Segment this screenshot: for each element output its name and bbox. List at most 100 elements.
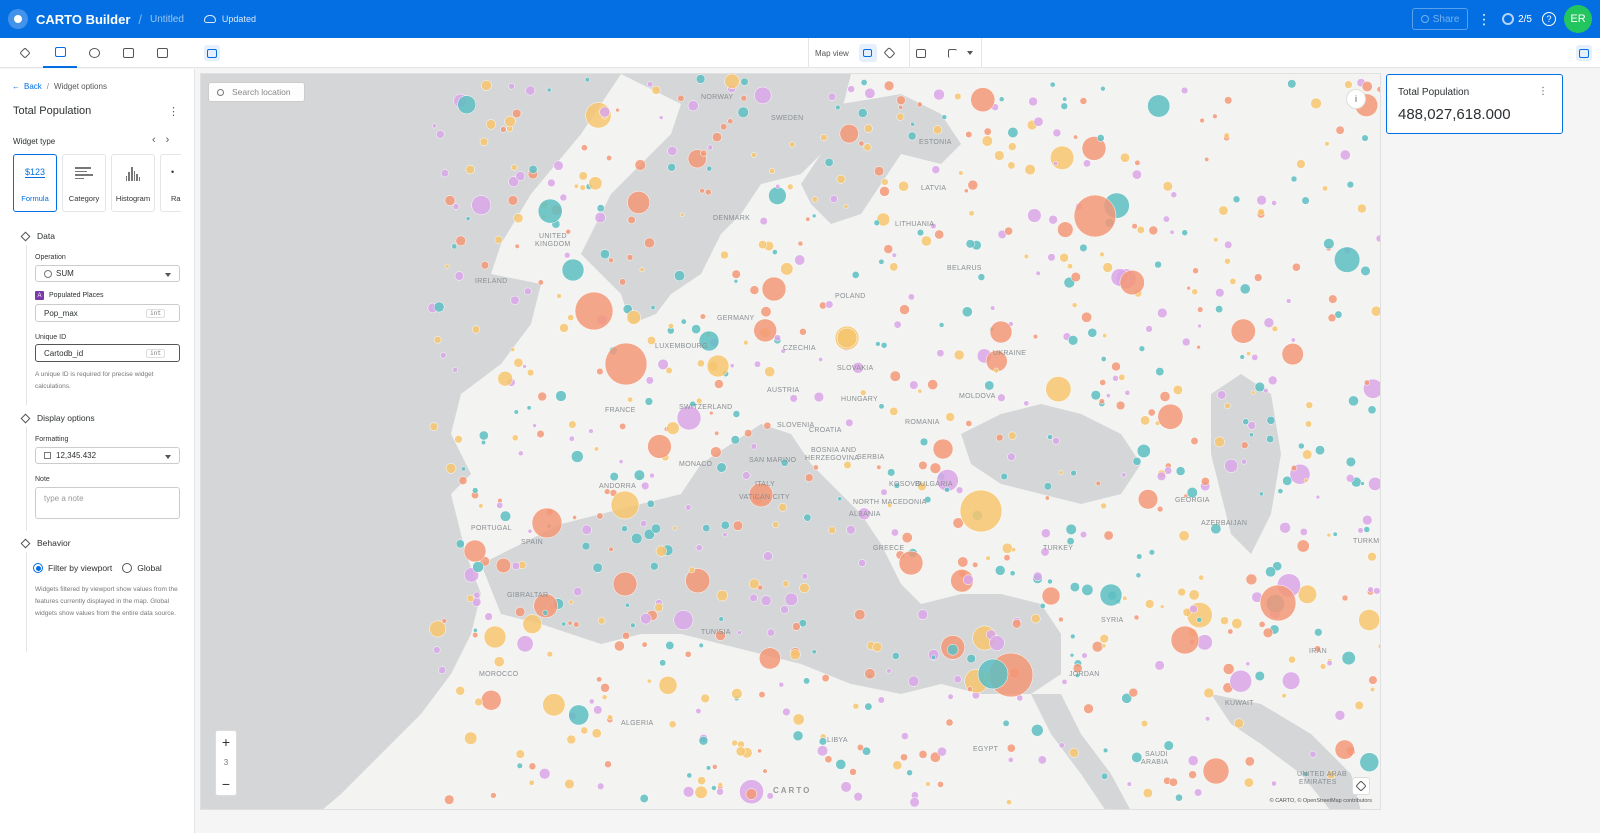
population-point[interactable] [1147, 408, 1156, 417]
population-point[interactable] [685, 504, 692, 511]
population-point[interactable] [594, 446, 599, 452]
widget-type-category[interactable]: Category [62, 154, 106, 212]
population-point[interactable] [907, 131, 917, 141]
population-point[interactable] [766, 792, 774, 800]
population-point[interactable] [896, 95, 906, 106]
population-point[interactable] [1214, 436, 1225, 448]
population-point[interactable] [1198, 574, 1205, 581]
population-point[interactable] [559, 193, 568, 202]
population-point[interactable] [679, 212, 685, 217]
population-point[interactable] [522, 364, 527, 369]
population-point[interactable] [858, 559, 866, 567]
view-3d-button[interactable] [881, 44, 899, 62]
population-point[interactable] [1266, 415, 1276, 425]
population-point[interactable] [715, 630, 726, 641]
population-point[interactable] [953, 349, 965, 361]
population-point[interactable] [1271, 325, 1279, 332]
population-point[interactable] [1339, 149, 1351, 161]
global-radio[interactable] [122, 563, 133, 573]
population-point[interactable] [846, 525, 856, 535]
population-point[interactable] [778, 502, 788, 512]
population-point[interactable] [727, 118, 734, 125]
population-point[interactable] [1357, 527, 1364, 534]
widget-type-range[interactable]: • Ra [160, 154, 181, 212]
population-point[interactable] [471, 325, 480, 334]
chevron-left-icon[interactable]: ‹ [152, 134, 156, 146]
formatting-select[interactable]: 12,345.432 [35, 447, 180, 464]
population-point[interactable] [919, 437, 929, 447]
population-point[interactable] [697, 359, 705, 368]
population-point[interactable] [1180, 86, 1189, 95]
population-point[interactable] [627, 191, 651, 214]
population-point[interactable] [1145, 325, 1153, 333]
population-point[interactable] [1344, 80, 1353, 89]
population-point[interactable] [515, 171, 526, 181]
user-avatar[interactable]: ER [1564, 5, 1592, 33]
population-point[interactable] [1148, 225, 1159, 236]
population-point[interactable] [1233, 718, 1244, 729]
population-point[interactable] [510, 295, 520, 305]
population-point[interactable] [688, 566, 696, 574]
population-point[interactable] [890, 528, 899, 537]
population-point[interactable] [597, 782, 605, 790]
population-point[interactable] [599, 249, 610, 260]
population-point[interactable] [863, 124, 873, 133]
population-point[interactable] [757, 748, 762, 754]
population-point[interactable] [874, 166, 885, 177]
population-point[interactable] [1296, 159, 1306, 169]
population-point[interactable] [1147, 94, 1171, 118]
population-point[interactable] [647, 81, 654, 88]
population-point-large[interactable] [604, 342, 648, 386]
population-point[interactable] [924, 496, 932, 504]
population-point[interactable] [493, 656, 505, 668]
population-point[interactable] [454, 435, 463, 444]
population-point[interactable] [1267, 375, 1278, 386]
population-point[interactable] [1361, 81, 1373, 92]
population-point[interactable] [803, 677, 811, 685]
population-point[interactable] [989, 635, 1005, 651]
population-point[interactable] [1181, 229, 1188, 236]
population-point[interactable] [444, 794, 455, 805]
population-point[interactable] [1222, 663, 1235, 675]
population-point[interactable] [429, 620, 447, 638]
population-point[interactable] [581, 541, 591, 551]
population-point[interactable] [546, 650, 553, 658]
population-point[interactable] [1220, 616, 1229, 626]
population-point[interactable] [665, 641, 675, 650]
population-point[interactable] [695, 544, 703, 552]
population-point[interactable] [581, 524, 592, 535]
population-point[interactable] [1136, 553, 1143, 560]
population-point[interactable] [1134, 159, 1141, 166]
population-point[interactable] [695, 74, 706, 84]
population-point[interactable] [1326, 770, 1336, 780]
population-point[interactable] [567, 314, 575, 321]
population-point[interactable] [784, 592, 798, 606]
population-point[interactable] [849, 768, 857, 776]
population-point[interactable] [1067, 335, 1079, 346]
population-point[interactable] [820, 133, 828, 142]
population-point-large[interactable] [1099, 583, 1123, 607]
population-point[interactable] [983, 127, 992, 136]
population-point[interactable] [847, 85, 855, 93]
population-point[interactable] [720, 520, 730, 530]
population-point[interactable] [772, 249, 778, 255]
population-point[interactable] [1373, 587, 1380, 595]
population-point[interactable] [1099, 379, 1107, 386]
back-link[interactable]: ← Back [12, 82, 42, 91]
population-point[interactable] [957, 556, 969, 568]
population-point[interactable] [1224, 240, 1233, 249]
population-point[interactable] [1288, 655, 1296, 664]
population-point[interactable] [1120, 152, 1130, 163]
population-point[interactable] [433, 336, 442, 344]
population-point[interactable] [1031, 724, 1044, 737]
population-point[interactable] [609, 472, 619, 482]
population-point[interactable] [1250, 390, 1256, 395]
note-input[interactable]: type a note [35, 487, 180, 519]
population-point[interactable] [481, 80, 492, 91]
population-point[interactable] [1157, 403, 1184, 430]
population-point[interactable] [824, 755, 833, 764]
population-point[interactable] [1008, 142, 1017, 151]
population-point[interactable] [754, 86, 772, 105]
tab-interactions[interactable] [77, 38, 111, 68]
population-point[interactable] [1239, 283, 1251, 295]
